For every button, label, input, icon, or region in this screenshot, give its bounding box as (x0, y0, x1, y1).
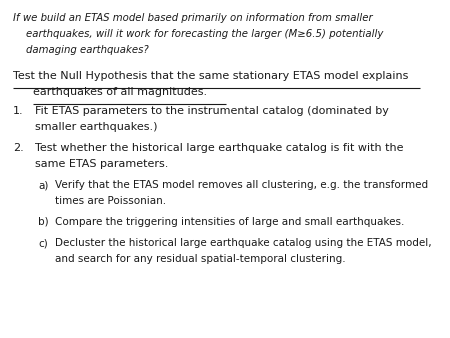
Text: same ETAS parameters.: same ETAS parameters. (35, 159, 168, 169)
Text: If we build an ETAS model based primarily on information from smaller: If we build an ETAS model based primaril… (13, 13, 373, 23)
Text: earthquakes, will it work for forecasting the larger (M≥6.5) potentially: earthquakes, will it work for forecastin… (13, 29, 383, 39)
Text: c): c) (38, 238, 48, 248)
Text: times are Poissonian.: times are Poissonian. (55, 196, 166, 206)
Text: b): b) (38, 217, 49, 227)
Text: Compare the triggering intensities of large and small earthquakes.: Compare the triggering intensities of la… (55, 217, 405, 227)
Text: Fit ETAS parameters to the instrumental catalog (dominated by: Fit ETAS parameters to the instrumental … (35, 106, 389, 116)
Text: 2.: 2. (13, 143, 24, 153)
Text: damaging earthquakes?: damaging earthquakes? (13, 45, 149, 55)
Text: Test whether the historical large earthquake catalog is fit with the: Test whether the historical large earthq… (35, 143, 404, 153)
Text: smaller earthquakes.): smaller earthquakes.) (35, 122, 157, 132)
Text: 1.: 1. (13, 106, 23, 116)
Text: Verify that the ETAS model removes all clustering, e.g. the transformed: Verify that the ETAS model removes all c… (55, 180, 428, 190)
Text: earthquakes of all magnitudes.: earthquakes of all magnitudes. (33, 87, 207, 97)
Text: a): a) (38, 180, 49, 190)
Text: Decluster the historical large earthquake catalog using the ETAS model,: Decluster the historical large earthquak… (55, 238, 432, 248)
Text: and search for any residual spatial-temporal clustering.: and search for any residual spatial-temp… (55, 254, 346, 264)
Text: Test the Null Hypothesis that the same stationary ETAS model explains: Test the Null Hypothesis that the same s… (13, 71, 409, 81)
